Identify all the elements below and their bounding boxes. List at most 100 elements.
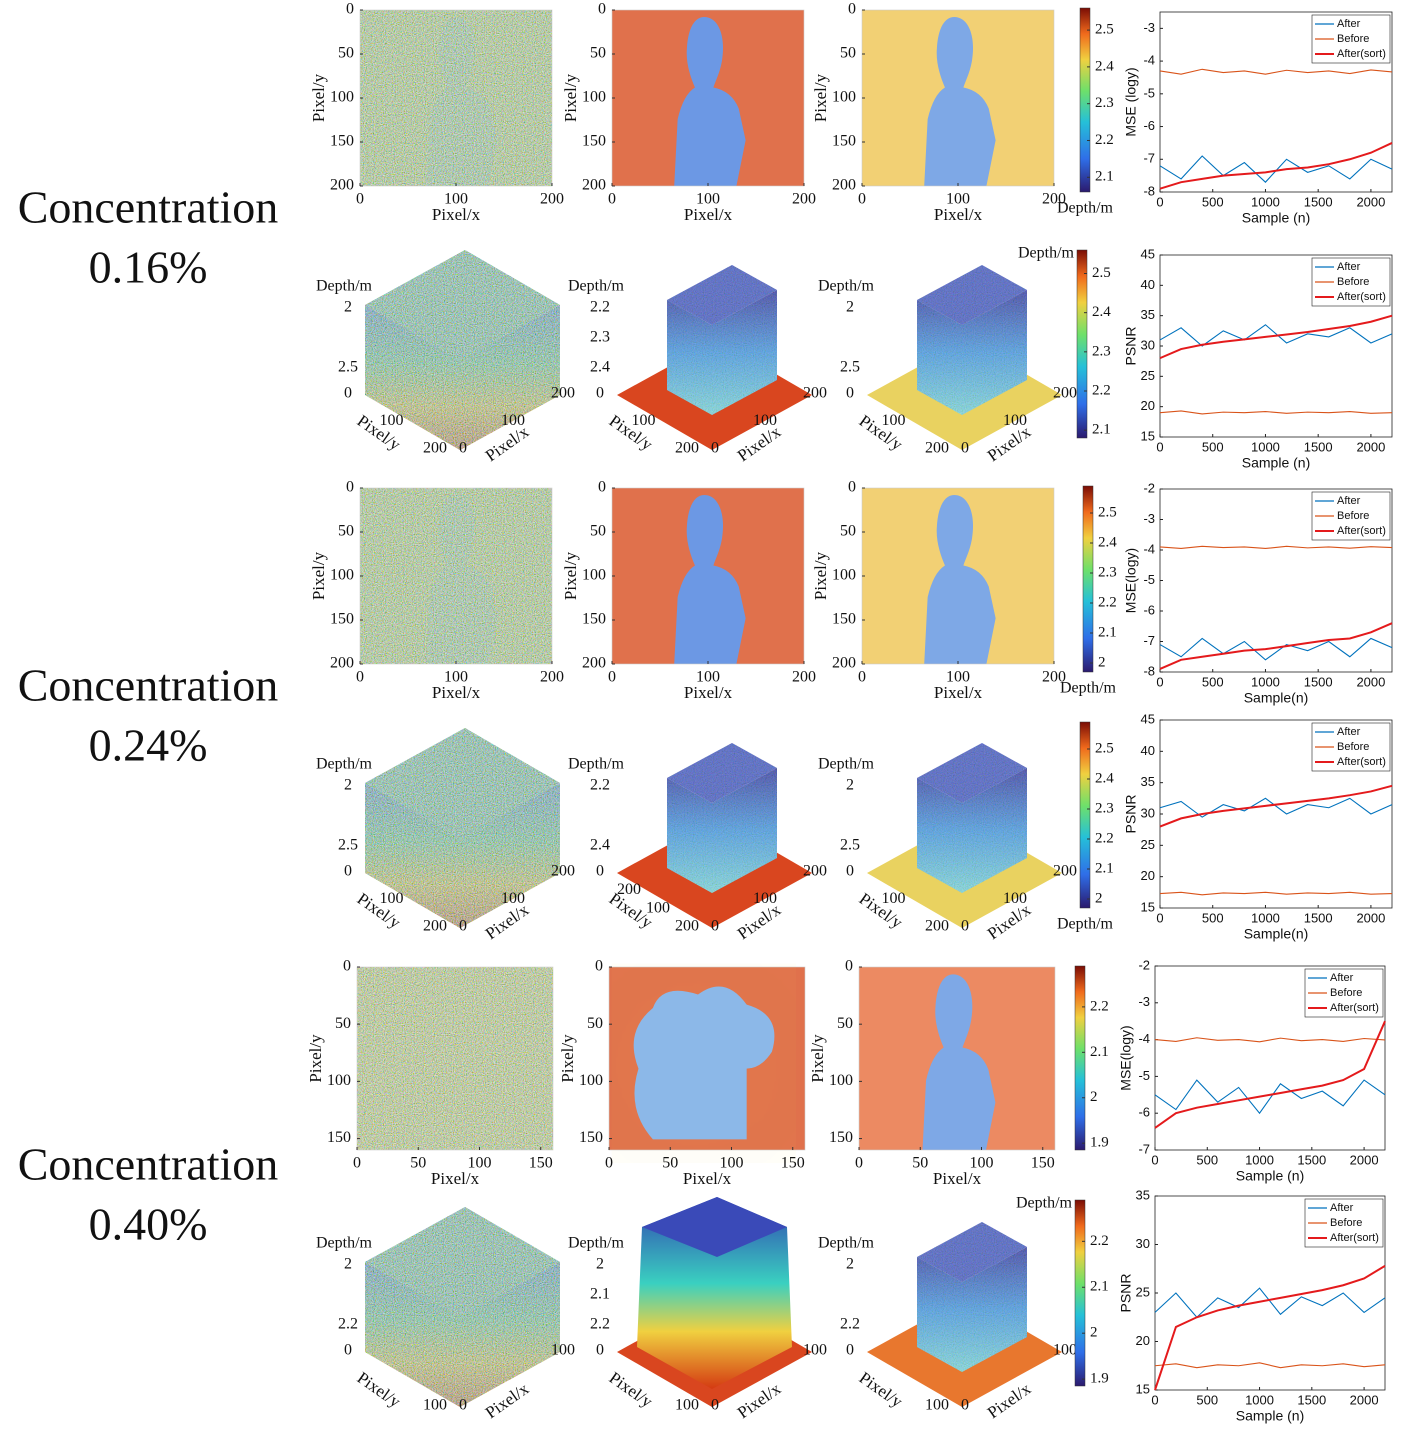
y-tick-label: 100 (582, 567, 606, 584)
y-axis-label: Pixel/y (811, 73, 830, 122)
x-tick-label: 100 (1003, 412, 1027, 429)
colorbar-tick-label: 1.9 (1090, 1371, 1109, 1387)
x-tick-label: 200 (551, 863, 575, 880)
x-tick-label: 1500 (1297, 1152, 1326, 1167)
surface-noise (917, 265, 1027, 415)
colorbar-tick-label: 2.2 (1092, 382, 1111, 398)
x-axis-label: Sample (n) (1242, 210, 1310, 226)
y-tick-label: 150 (829, 1129, 853, 1146)
y-tick-label: -4 (1138, 1031, 1150, 1046)
x-tick-label: 200 (1042, 669, 1066, 686)
series-line (1159, 891, 1393, 896)
z-axis-label: Depth/m (818, 278, 875, 295)
map-image (612, 488, 804, 664)
y-tick-label: 200 (582, 177, 606, 194)
colorbar-tick-label: 2.4 (1098, 534, 1117, 550)
x-tick-label: 2000 (1350, 1152, 1379, 1167)
x-tick-label: 50 (662, 1155, 678, 1172)
y-tick-label: -6 (1138, 1105, 1150, 1120)
x-tick-label: 0 (1156, 910, 1163, 925)
y-tick-label: 200 (925, 918, 949, 935)
legend-label: After(sort) (1337, 291, 1386, 303)
series-line (1154, 1362, 1386, 1369)
x-tick-label: 500 (1196, 1152, 1218, 1167)
x-tick-label: 50 (410, 1155, 426, 1172)
colorbar-tick-label: 2.2 (1095, 132, 1114, 148)
surface-image (867, 743, 1062, 928)
y-tick-label: 0 (598, 479, 606, 496)
z-tick-label: 2.2 (338, 1316, 358, 1333)
y-tick-label: 0 (596, 1342, 604, 1359)
y-tick-label: 200 (832, 177, 856, 194)
x-tick-label: 1500 (1304, 194, 1333, 209)
x-tick-label: 500 (1202, 439, 1224, 454)
y-tick-label: 35 (1141, 307, 1155, 322)
y-axis-label: PSNR (1118, 1274, 1134, 1313)
legend-label: After(sort) (1337, 756, 1386, 768)
series-line (1159, 545, 1393, 550)
series-line (1159, 637, 1393, 661)
surface-noise (667, 743, 777, 893)
y-tick-label: 50 (590, 523, 606, 540)
x-tick-label: 0 (1156, 439, 1163, 454)
x-tick-label: 100 (468, 1155, 492, 1172)
y-tick-label: 50 (837, 1015, 853, 1032)
x-tick-label: 150 (529, 1155, 553, 1172)
y-tick-label: 100 (579, 1072, 603, 1089)
surface-noise (667, 265, 777, 415)
legend-label: After(sort) (1330, 1232, 1379, 1244)
surface-image (365, 1207, 560, 1407)
y-tick-label: 200 (832, 655, 856, 672)
x-tick-label: 0 (459, 918, 467, 935)
y-tick-label: 200 (617, 881, 641, 898)
y-tick-label: 20 (1141, 398, 1155, 413)
x-tick-label: 2000 (1356, 439, 1385, 454)
legend-label: Before (1337, 510, 1369, 522)
colorbar-tick-label: 2 (1090, 1089, 1098, 1105)
colorbar-tick-label: 2.1 (1092, 422, 1111, 438)
z-axis-label: Depth/m (568, 278, 625, 295)
x-tick-label: 0 (858, 191, 866, 208)
legend-label: After (1330, 972, 1354, 984)
y-tick-label: -8 (1143, 663, 1155, 678)
y-tick-label: 200 (330, 177, 354, 194)
map-image (357, 967, 553, 1150)
map-noise (360, 10, 552, 186)
x-axis-label: Pixel/x (934, 683, 983, 702)
y-tick-label: 0 (596, 385, 604, 402)
x-tick-label: 0 (356, 191, 364, 208)
x-tick-label: 0 (961, 440, 969, 457)
colorbar-tick-label: 2.1 (1095, 169, 1114, 185)
y-tick-label: 100 (327, 1072, 351, 1089)
y-axis-label: Pixel/y (808, 1034, 827, 1083)
colorbar-label: Depth/m (1018, 245, 1075, 262)
y-axis-label: Pixel/y (856, 1368, 907, 1411)
y-tick-label: -3 (1138, 994, 1150, 1009)
x-tick-label: 0 (855, 1155, 863, 1172)
surface-image (365, 250, 560, 450)
surface-image (617, 743, 812, 928)
surface-image (867, 265, 1062, 450)
y-tick-label: 50 (590, 45, 606, 62)
y-tick-label: 100 (423, 1397, 447, 1414)
x-tick-label: 150 (1031, 1155, 1055, 1172)
z-tick-label: 2.2 (590, 1316, 610, 1333)
group-label: 0.40% (89, 1199, 208, 1250)
y-tick-label: 0 (846, 863, 854, 880)
y-tick-label: 150 (832, 133, 856, 150)
x-tick-label: 0 (459, 440, 467, 457)
y-tick-label: 0 (848, 479, 856, 496)
legend-label: After (1337, 18, 1361, 30)
x-tick-label: 50 (912, 1155, 928, 1172)
legend-label: After (1337, 261, 1361, 273)
y-tick-label: 0 (344, 1342, 352, 1359)
z-axis-label: Depth/m (818, 1235, 875, 1252)
x-tick-label: 2000 (1356, 910, 1385, 925)
y-axis-label: PSNR (1123, 795, 1139, 834)
legend-label: Before (1330, 1217, 1362, 1229)
x-tick-label: 100 (444, 669, 468, 686)
z-tick-label: 2.5 (338, 359, 358, 376)
group-label: 0.16% (89, 242, 208, 293)
z-tick-label: 2 (846, 1256, 854, 1273)
